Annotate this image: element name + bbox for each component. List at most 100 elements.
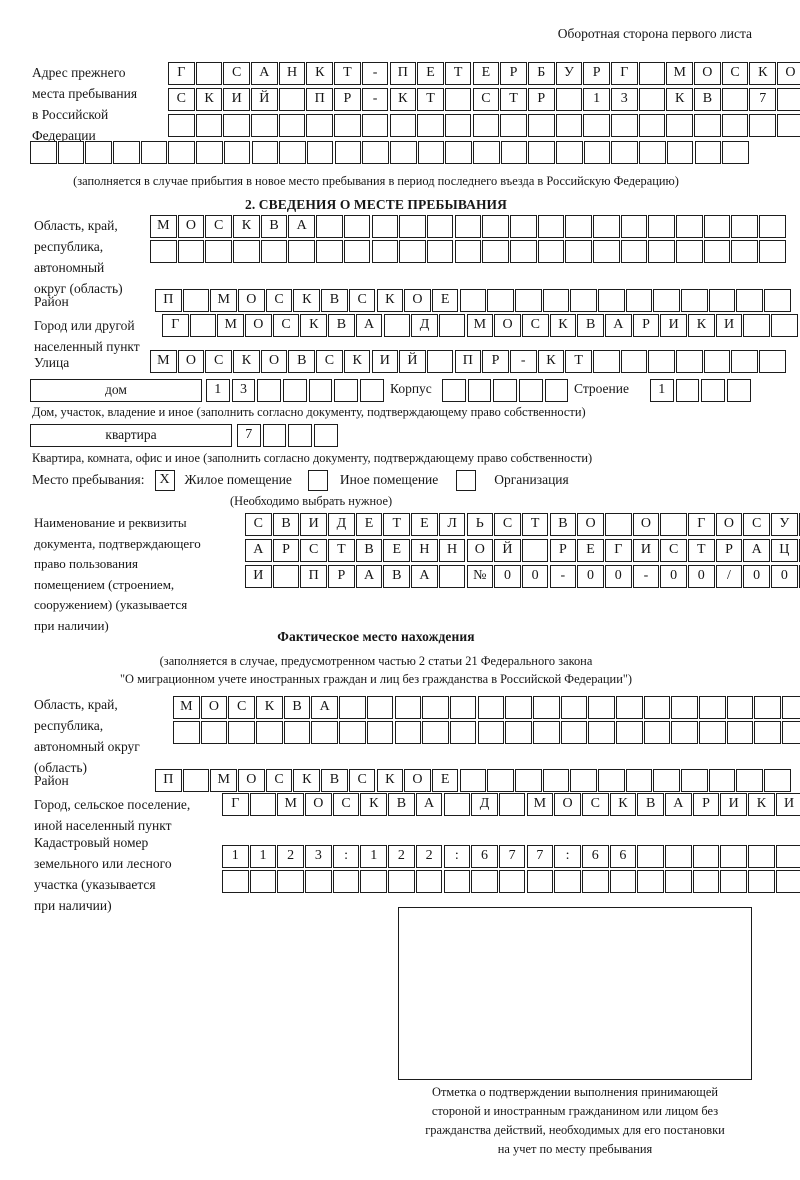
char-cell[interactable] [189, 314, 217, 337]
char-cell[interactable] [625, 769, 653, 792]
char-cell[interactable] [676, 215, 703, 238]
char-cell[interactable]: А [355, 314, 383, 337]
char-cell[interactable] [699, 721, 726, 744]
char-cell[interactable]: Г [688, 513, 715, 536]
char-cell[interactable] [620, 215, 648, 238]
checkbox-zhiloe[interactable]: X [154, 470, 175, 491]
char-cell[interactable]: О [260, 350, 288, 373]
char-cell[interactable] [196, 141, 223, 164]
char-cell[interactable]: Е [431, 769, 459, 792]
char-cell[interactable] [251, 114, 278, 137]
char-cell[interactable]: А [411, 565, 438, 588]
char-cell[interactable]: И [371, 350, 399, 373]
char-cell[interactable] [305, 870, 332, 893]
char-cell[interactable]: Т [500, 88, 527, 111]
char-cell[interactable]: С [205, 215, 232, 238]
char-cell[interactable]: К [233, 215, 260, 238]
char-cell[interactable]: А [288, 215, 316, 238]
char-cell[interactable]: 6 [471, 845, 498, 868]
char-cell[interactable] [537, 240, 565, 263]
char-cell[interactable]: Г [222, 793, 249, 816]
house-cell[interactable] [257, 379, 281, 402]
char-cell[interactable] [200, 721, 228, 744]
char-cell[interactable] [449, 721, 477, 744]
char-cell[interactable]: Р [272, 539, 300, 562]
char-cell[interactable] [611, 114, 638, 137]
char-cell[interactable]: 0 [604, 565, 632, 588]
char-cell[interactable]: И [798, 539, 800, 562]
char-cell[interactable]: О [404, 289, 431, 312]
char-cell[interactable]: О [177, 215, 205, 238]
flat-cells[interactable]: 7 [237, 424, 340, 447]
char-cell[interactable] [653, 289, 680, 312]
char-cell[interactable] [638, 62, 666, 85]
char-cell[interactable] [764, 769, 791, 792]
char-cell[interactable]: М [150, 350, 177, 373]
char-cell[interactable]: Ц [771, 539, 798, 562]
char-cell[interactable] [759, 215, 786, 238]
char-cell[interactable]: И [245, 565, 272, 588]
char-cell[interactable] [487, 769, 514, 792]
house-cell[interactable] [283, 379, 307, 402]
char-cell[interactable] [736, 769, 764, 792]
prev-address-row-3[interactable] [168, 114, 800, 137]
char-cell[interactable]: - [361, 88, 389, 111]
char-cell[interactable]: Т [417, 88, 444, 111]
char-cell[interactable]: К [749, 62, 777, 85]
char-cell[interactable]: К [537, 350, 565, 373]
char-cell[interactable]: Е [417, 62, 444, 85]
char-cell[interactable] [731, 350, 759, 373]
char-cell[interactable]: Д [411, 314, 438, 337]
char-cell[interactable] [228, 721, 255, 744]
char-cell[interactable] [505, 721, 532, 744]
char-cell[interactable] [609, 870, 637, 893]
char-cell[interactable] [422, 696, 449, 719]
char-cell[interactable]: / [715, 565, 743, 588]
korpus-cell[interactable] [544, 379, 569, 402]
char-cell[interactable] [306, 141, 334, 164]
char-cell[interactable] [482, 215, 509, 238]
flat-cell[interactable] [314, 424, 338, 447]
char-cell[interactable]: О [404, 769, 431, 792]
char-cell[interactable]: К [549, 314, 577, 337]
char-cell[interactable]: О [632, 513, 660, 536]
char-cell[interactable] [339, 696, 366, 719]
char-cell[interactable]: Г [162, 314, 189, 337]
char-cell[interactable]: М [466, 314, 494, 337]
char-cell[interactable] [57, 141, 85, 164]
char-cell[interactable]: С [265, 769, 293, 792]
char-cell[interactable] [708, 769, 736, 792]
char-cell[interactable] [570, 769, 597, 792]
char-cell[interactable] [205, 240, 232, 263]
char-cell[interactable]: С [348, 289, 376, 312]
char-cell[interactable]: Р [632, 314, 660, 337]
char-cell[interactable]: О [245, 314, 272, 337]
stroenie-cell[interactable]: 1 [650, 379, 674, 402]
char-cell[interactable]: А [605, 314, 632, 337]
char-cell[interactable]: К [376, 769, 404, 792]
char-cell[interactable]: О [200, 696, 228, 719]
char-cell[interactable]: М [150, 215, 177, 238]
char-cell[interactable]: Ь [466, 513, 494, 536]
char-cell[interactable]: 7 [526, 845, 554, 868]
char-cell[interactable] [505, 696, 532, 719]
char-cell[interactable]: - [361, 62, 389, 85]
char-cell[interactable] [339, 721, 366, 744]
char-cell[interactable] [343, 215, 371, 238]
char-cell[interactable]: С [245, 513, 272, 536]
char-cell[interactable] [394, 721, 422, 744]
char-cell[interactable] [653, 769, 680, 792]
char-cell[interactable] [583, 114, 610, 137]
char-cell[interactable] [666, 141, 694, 164]
char-cell[interactable] [85, 141, 112, 164]
char-cell[interactable] [256, 721, 283, 744]
char-cell[interactable] [593, 240, 620, 263]
char-cell[interactable]: П [300, 565, 327, 588]
char-cell[interactable]: В [694, 88, 721, 111]
char-cell[interactable] [532, 696, 560, 719]
stroenie-cells[interactable]: 1 [650, 379, 753, 402]
char-cell[interactable]: 1 [249, 845, 277, 868]
char-cell[interactable]: Р [715, 539, 743, 562]
char-cell[interactable] [233, 240, 260, 263]
